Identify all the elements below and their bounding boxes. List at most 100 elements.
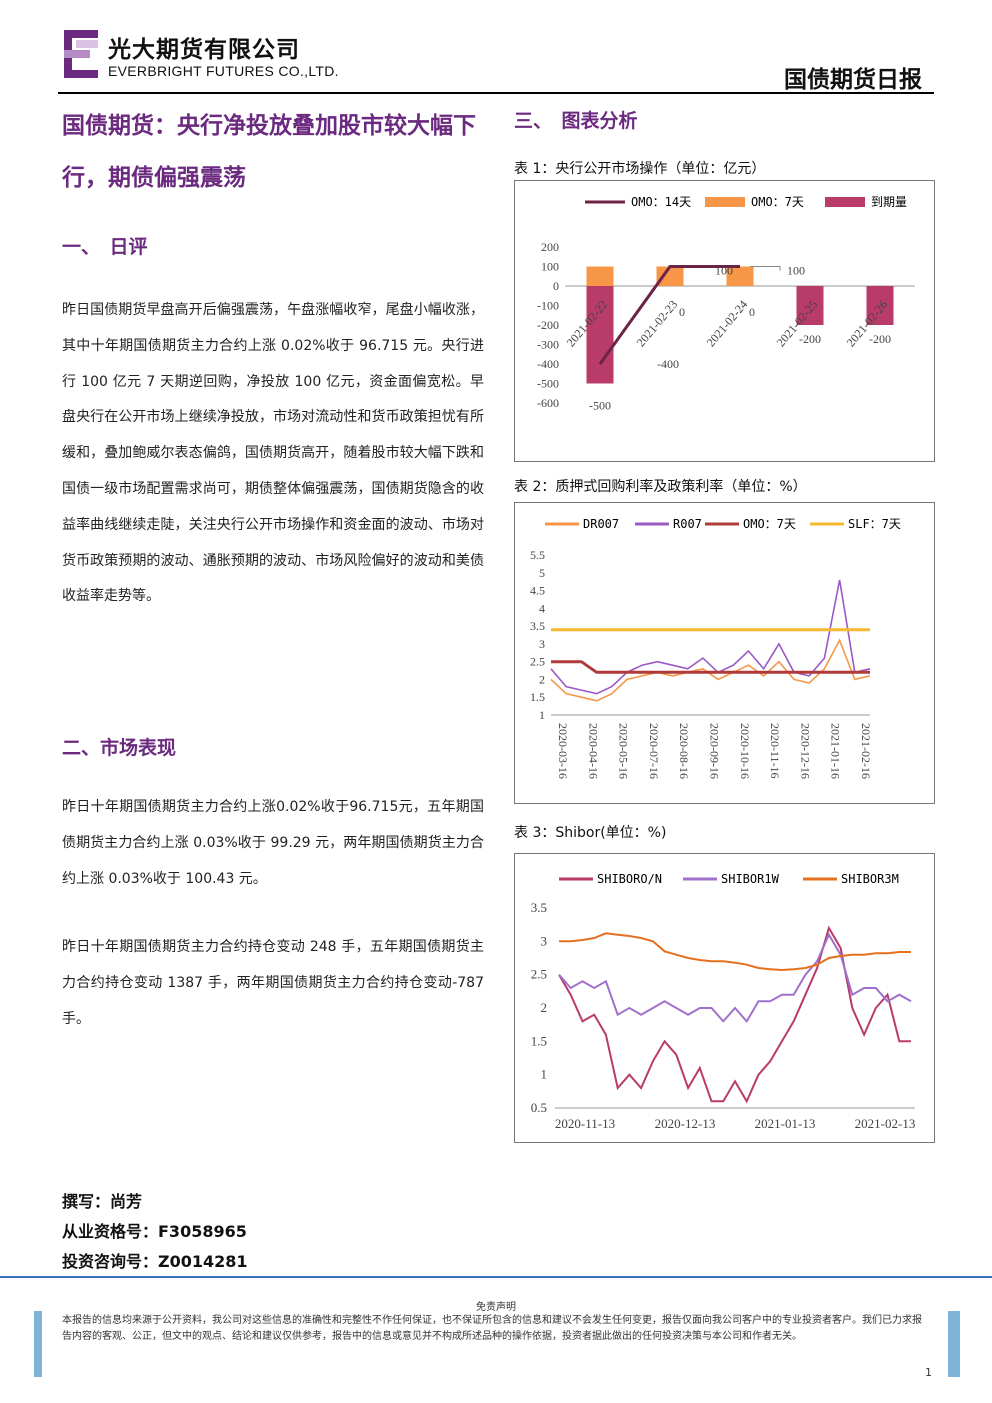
x-tick-label: 2021-02-13 xyxy=(855,1116,916,1131)
x-tick-label: 2020-09-16 xyxy=(708,723,722,779)
y-tick-label: 0 xyxy=(553,279,559,293)
bar-2-3 xyxy=(796,286,824,325)
section-daily-review-title: 一、 日评 xyxy=(62,236,148,258)
bar-2-4 xyxy=(866,286,894,325)
bar-1-0 xyxy=(586,266,614,286)
y-tick-label: 5.5 xyxy=(530,548,545,562)
market-paragraph-position: 昨日十年期国债期货主力合约持仓变动 248 手，五年期国债期货主力合约持仓变动 … xyxy=(62,939,484,1027)
chart-shibor: SHIBORO/N SHIBOR1W SHIBOR3M 3.5 3 2.5 2 1.5 1 0.5… xyxy=(514,853,935,1143)
y-tick-label: 4.5 xyxy=(530,584,545,598)
article-headline: 国债期货：央行净投放叠加股市较大幅下行，期债偏强震荡 xyxy=(62,112,476,191)
y-tick-label: 3 xyxy=(539,637,545,651)
bar-1-1 xyxy=(656,266,684,286)
data-label-7: 100 xyxy=(787,264,805,278)
chart-repo-rates: DR007 R007 OMO：7天 SLF：7天 5.5 5 4.5 4 3.5 3 2.5 2 1.5… xyxy=(514,502,935,804)
x-tick-label: 2020-05-16 xyxy=(617,723,631,779)
y-tick-label: 3 xyxy=(541,933,548,948)
series-line-2 xyxy=(551,660,870,674)
y-tick-label: 1.5 xyxy=(530,690,545,704)
x-tick-label: 2020-07-16 xyxy=(647,723,661,779)
x-tick-label: 2020-12-13 xyxy=(655,1116,716,1131)
company-logo-icon xyxy=(64,30,98,78)
report-title: 国债期货日报 xyxy=(784,67,922,93)
y-tick-label: -100 xyxy=(537,299,559,313)
disclaimer-title: 免责声明 xyxy=(476,1302,516,1313)
y-tick-label: 200 xyxy=(541,240,559,254)
x-tick-label: 2021-01-13 xyxy=(755,1116,816,1131)
legend-label-2: SHIBOR3M xyxy=(841,872,899,886)
legend-swatch-2 xyxy=(825,197,865,207)
y-tick-label: 3.5 xyxy=(530,619,545,633)
legend-label-1: SHIBOR1W xyxy=(721,872,780,886)
legend-label-0: DR007 xyxy=(583,517,619,531)
label-leader-line xyxy=(750,266,781,271)
x-tick-label: 2020-04-16 xyxy=(586,723,600,779)
legend-label-3: SLF：7天 xyxy=(848,517,901,531)
footer-divider xyxy=(0,1276,992,1278)
author-name: 撰写：尚芳 xyxy=(62,1192,143,1211)
y-tick-label: -200 xyxy=(537,318,559,332)
company-name-cn: 光大期货有限公司 xyxy=(108,36,300,63)
chart1-svg: OMO：14天 OMO：7天 到期量 200 100 0 -100 -200 -300 -400 -… xyxy=(537,195,915,413)
bar-1-2 xyxy=(726,266,754,286)
line-omo14 xyxy=(598,265,740,365)
page-number: 1 xyxy=(925,1366,932,1379)
y-tick-label: 2.5 xyxy=(531,967,547,982)
legend-label-0: SHIBORO/N xyxy=(597,872,662,886)
chart1-caption: 表 1：央行公开市场操作（单位：亿元） xyxy=(514,161,766,177)
y-tick-label: 1.5 xyxy=(531,1033,547,1048)
legend-label-1: R007 xyxy=(673,517,702,531)
legend-swatch-1 xyxy=(705,197,745,207)
series-line-2 xyxy=(559,932,911,972)
daily-review-paragraph: 昨日国债期货早盘高开后偏强震荡，午盘涨幅收窄，尾盘小幅收涨，其中十年期国债期货主… xyxy=(62,302,484,605)
company-name-en: EVERBRIGHT FUTURES CO.,LTD. xyxy=(108,63,339,79)
footer-accent-right xyxy=(948,1311,960,1377)
footer-accent-left xyxy=(34,1311,42,1377)
y-tick-label: -400 xyxy=(537,357,559,371)
author-license: 从业资格号：F3058965 xyxy=(62,1222,247,1241)
data-label-0: -500 xyxy=(589,399,611,413)
legend-label-1: OMO：7天 xyxy=(751,195,804,209)
chart3-svg: SHIBORO/N SHIBOR1W SHIBOR3M 3.5 3 2.5 2 1.5 1 0.5… xyxy=(531,872,916,1131)
x-tick-label: 2021-01-16 xyxy=(829,723,843,779)
series-line-0 xyxy=(558,925,911,1104)
y-tick-label: 1 xyxy=(539,708,545,722)
y-tick-label: -300 xyxy=(537,338,559,352)
section-chart-analysis-title: 三、 图表分析 xyxy=(514,110,638,132)
y-tick-label: 3.5 xyxy=(531,900,547,915)
author-consult-number: 投资咨询号：Z0014281 xyxy=(62,1252,248,1271)
legend-label-2: OMO：7天 xyxy=(743,517,796,531)
data-label-3: -200 xyxy=(799,332,821,346)
series-line-1 xyxy=(558,932,912,1023)
chart2-caption: 表 2：质押式回购利率及政策利率（单位：%） xyxy=(514,479,807,495)
chart-omo-operations: OMO：14天 OMO：7天 到期量 200 100 0 -100 -200 -300 -400 -… xyxy=(514,180,935,462)
y-tick-label: 1 xyxy=(541,1067,548,1082)
header-divider xyxy=(58,92,934,94)
y-tick-label: 2 xyxy=(541,1000,548,1015)
market-paragraph-price: 昨日十年期国债期货主力合约上涨0.02%收于96.715元，五年期国债期货主力合… xyxy=(62,799,484,887)
data-label-5: -400 xyxy=(657,357,679,371)
section-market-title: 二、市场表现 xyxy=(62,737,177,759)
y-tick-label: 100 xyxy=(541,260,559,274)
legend-label-2: 到期量 xyxy=(871,195,907,209)
x-tick-label: 2020-12-16 xyxy=(798,723,812,779)
bar-2-0 xyxy=(586,286,614,384)
y-tick-label: 2.5 xyxy=(530,655,545,669)
x-tick-label: 2021-02-16 xyxy=(859,723,873,779)
category-label: 2021-02-24 xyxy=(704,297,751,349)
chart3-caption: 表 3：Shibor(单位：%) xyxy=(514,825,667,841)
y-tick-label: 2 xyxy=(539,672,545,686)
series-line-0 xyxy=(550,638,871,702)
data-label-6: 100 xyxy=(715,264,733,278)
x-tick-label: 2020-11-16 xyxy=(768,723,782,779)
x-tick-label: 2020-03-16 xyxy=(556,723,570,779)
data-label-1: 0 xyxy=(679,305,685,319)
x-tick-label: 2020-08-16 xyxy=(677,723,691,779)
disclaimer-text: 本报告的信息均来源于公开资料，我公司对这些信息的准确性和完整性不作任何保证，也不… xyxy=(62,1315,922,1342)
y-tick-label: -500 xyxy=(537,377,559,391)
legend-label-0: OMO：14天 xyxy=(631,195,691,209)
series-line-1 xyxy=(550,579,871,695)
y-tick-label: 0.5 xyxy=(531,1100,547,1115)
y-tick-label: 5 xyxy=(539,566,545,580)
y-tick-label: -600 xyxy=(537,396,559,410)
